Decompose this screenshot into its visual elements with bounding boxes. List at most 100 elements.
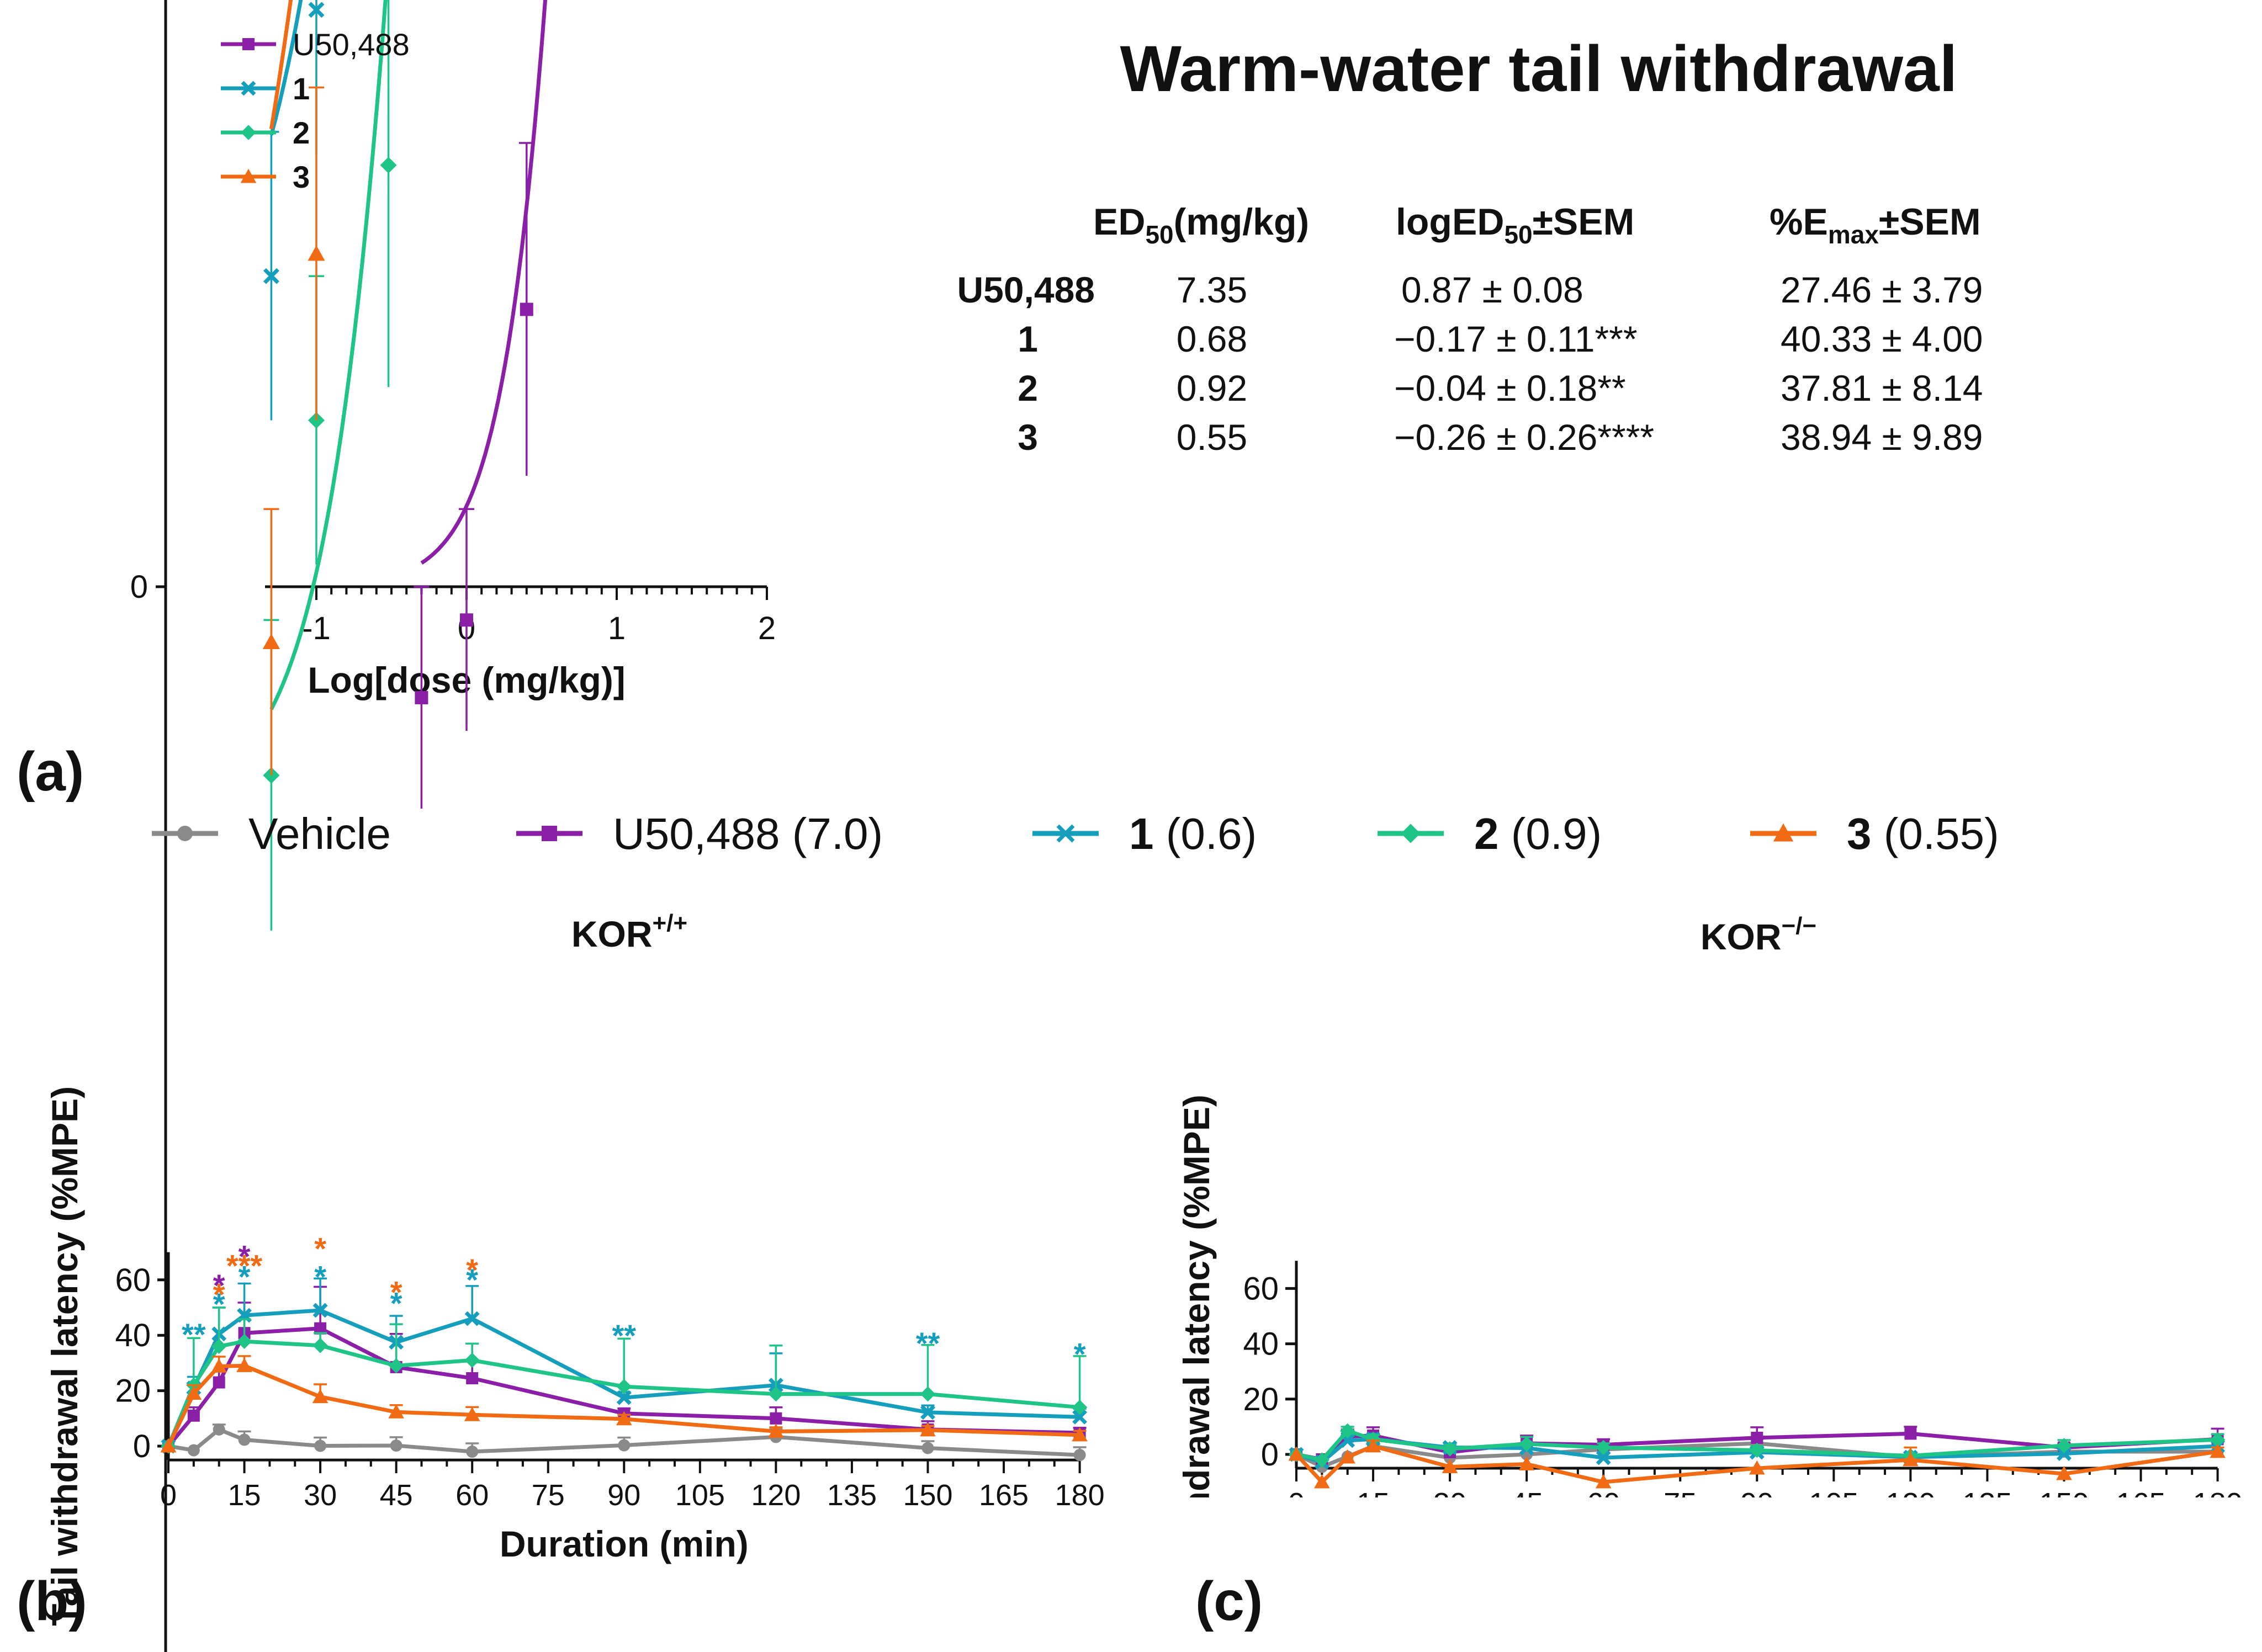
data-point [2056,1465,2072,1480]
data-point [380,157,397,174]
data-point [1749,1460,1765,1475]
data-point [314,1439,327,1452]
data-point [1339,1423,1355,1439]
data-point [415,691,428,704]
x-tick-label: 180 [2193,1487,2243,1520]
legend-label: 3 [293,160,310,194]
x-tick-label: 90 [607,1479,640,1512]
row-emax: 38.94 ± 9.89 [1781,417,1983,458]
row-compound: U50,488 [957,269,1095,310]
chart-title: KOR+/+ [571,910,687,954]
row-ed50: 0.55 [1177,417,1247,458]
significance-annotation: * [213,1268,225,1303]
x-tick-label: 60 [455,1479,489,1512]
legend-marker [542,826,557,841]
data-point [213,1376,225,1389]
x-tick-label: 2 [758,610,776,646]
data-point [312,1338,328,1353]
row-emax: 27.46 ± 3.79 [1781,269,1983,310]
data-point [618,1439,631,1452]
significance-annotation: * [466,1262,478,1297]
significance-annotation: * [213,1287,225,1321]
x-tick-label: 15 [1357,1487,1390,1520]
data-point [460,613,473,627]
legend-bold-id: 1 [1129,809,1154,858]
x-axis-label: Duration (min) [500,1523,749,1564]
y-axis-label: Tail withdrawal latency (%MPE) [44,1086,85,1626]
significance-annotation: * [213,1277,225,1311]
data-point [464,1406,480,1421]
significance-annotation: ** [916,1326,940,1361]
table-row: 3 0.55 −0.26 ± 0.26**** 38.94 ± 9.89 [1018,417,1983,458]
header-log-ed50: logED50±SEM [1396,201,1634,249]
data-point [920,1386,936,1402]
legend-label: 1 [293,71,310,106]
data-point [1339,1449,1355,1464]
fit-curve [269,0,388,710]
x-tick-label: 120 [751,1479,801,1512]
data-point [768,1386,784,1402]
data-point [211,1358,227,1373]
x-tick-label: 0 [1288,1487,1305,1520]
legend-marker [1401,824,1421,843]
data-point [1595,1474,1612,1489]
series-c1 [263,0,325,421]
legend-label: Vehicle [248,809,391,858]
legend-text: (0.9) [1499,809,1602,858]
fit-curve [269,0,303,136]
legend-text: Vehicle [248,809,391,858]
legend-text: U50,488 (7.0) [613,809,883,858]
results-table: Warm-water tail withdrawal ED50(mg/kg) l… [957,33,1983,458]
data-point [2210,1432,2226,1448]
chart-title-text: KOR [571,913,653,954]
significance-annotation: *** [226,1249,263,1283]
data-point [1365,1438,1381,1453]
panel-label-b: (b) [17,1570,87,1632]
data-point [1519,1436,1534,1452]
significance-annotation: * [466,1252,478,1287]
row-ed50: 7.35 [1177,269,1247,310]
data-point [616,1379,632,1394]
legend-label: 3 (0.55) [1847,809,1999,858]
chart-title-superscript: +/+ [653,910,688,937]
y-tick-label: 0 [1261,1437,1279,1473]
legend-label: 2 (0.9) [1474,809,1602,858]
data-point [238,1433,251,1446]
x-tick-label: 150 [903,1479,952,1512]
data-point [390,1439,402,1452]
data-point [2056,1438,2072,1453]
data-point [213,1423,225,1436]
significance-annotation: ** [612,1318,637,1353]
x-tick-label: 30 [1433,1487,1466,1520]
legend-marker [1056,824,1075,843]
data-point [920,1422,936,1437]
x-tick-label: 120 [1885,1487,1935,1520]
data-point [1314,1452,1330,1468]
y-tick-label: 0 [133,1428,151,1464]
legend-marker [242,38,255,50]
legend-bold-id: 3 [1847,809,1872,858]
x-tick-label: 105 [675,1479,725,1512]
data-point [1072,1399,1088,1415]
data-point [1314,1474,1330,1489]
data-point [770,1412,782,1425]
data-point [236,1334,252,1349]
x-tick-label: 165 [979,1479,1029,1512]
y-tick-label: 40 [1243,1326,1279,1362]
legend-label: U50,488 (7.0) [613,809,883,858]
x-tick-label: 45 [1510,1487,1543,1520]
data-point [1072,1409,1088,1425]
data-point [160,1438,177,1453]
data-point [1518,1456,1535,1470]
data-point [308,2,325,18]
legend-text: (0.6) [1154,809,1257,858]
chart-title-superscript: −/− [1782,912,1817,939]
chart-title-text: KOR [1701,916,1782,957]
x-tick-label: 105 [1809,1487,1858,1520]
data-point [2057,1446,2072,1461]
row-compound: 1 [1018,318,1038,359]
data-point [921,1442,934,1454]
data-point [466,1446,479,1458]
